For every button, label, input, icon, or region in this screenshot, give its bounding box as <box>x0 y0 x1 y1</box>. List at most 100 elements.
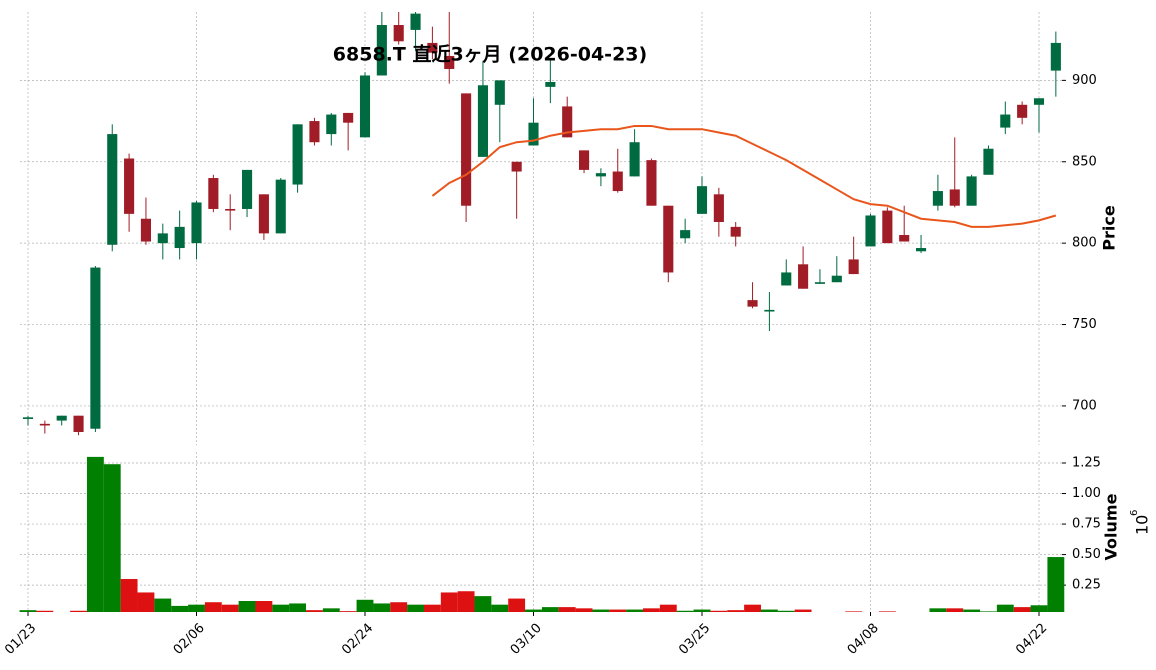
volume-bar <box>474 596 492 612</box>
volume-bar <box>777 610 795 612</box>
candle-body <box>258 194 269 234</box>
candle-body <box>275 179 286 234</box>
candle-body <box>545 81 556 87</box>
volume-bar <box>373 603 391 612</box>
y-tick-label: 900 <box>1072 73 1097 88</box>
volume-bar <box>946 608 964 612</box>
x-tick-label: 04/22 <box>1013 621 1050 658</box>
candle-body <box>562 106 573 138</box>
candle-body <box>107 134 118 245</box>
volume-bar <box>423 604 441 612</box>
candle-body <box>1000 114 1011 128</box>
candle-body <box>174 226 185 249</box>
candle-body <box>848 259 859 275</box>
candle-body <box>730 226 741 237</box>
volume-bar <box>306 610 323 612</box>
volume-bar <box>339 611 357 612</box>
volume-tick-label: 1.00 <box>1072 486 1101 501</box>
multiplier-base: 10 <box>1133 515 1152 535</box>
x-tick-label: 03/10 <box>508 621 545 658</box>
candle-body <box>899 235 910 242</box>
candle-body <box>747 300 758 307</box>
candle-body <box>140 218 152 242</box>
volume-tick-label: 1.25 <box>1072 455 1101 470</box>
chart-title: 6858.T 直近3ヶ月 (2026-04-23) <box>333 43 647 66</box>
y-axis-label: Price <box>1100 205 1119 251</box>
candle-body <box>696 186 708 214</box>
volume-bar <box>659 604 677 612</box>
candle-body <box>157 233 168 244</box>
volume-bar <box>221 604 239 612</box>
candle-body <box>865 215 876 247</box>
volume-bar <box>171 605 189 612</box>
candle-body <box>343 112 354 123</box>
y-tick-label: 800 <box>1072 236 1097 251</box>
volume-bar <box>558 607 576 612</box>
volume-bar <box>137 592 155 612</box>
candle-body <box>191 202 202 244</box>
volume-bar <box>980 611 997 612</box>
volume-bar <box>592 609 610 612</box>
volume-bar <box>878 611 896 612</box>
volume-bar <box>508 598 526 612</box>
volume-bar <box>70 610 87 612</box>
candle-body <box>393 25 404 42</box>
candle-body <box>528 122 539 146</box>
candle-body <box>427 42 438 53</box>
volume-bar <box>541 607 559 612</box>
candle-body <box>73 415 84 432</box>
volume-bar <box>255 601 273 612</box>
candle-body <box>781 272 792 286</box>
candle-body <box>444 55 455 69</box>
candle-body <box>1033 98 1045 105</box>
candle-body <box>225 208 236 211</box>
volume-tick-label: 0.25 <box>1072 578 1101 593</box>
volume-bar <box>390 602 408 612</box>
candle-body <box>292 124 303 185</box>
moving-average-line <box>431 124 1057 228</box>
candle-body <box>1017 104 1028 118</box>
volume-axis-label: Volume <box>1102 493 1121 560</box>
candle-body <box>208 178 219 209</box>
candle-body <box>56 415 67 421</box>
volume-bar <box>727 610 745 612</box>
volume-bar <box>609 609 627 612</box>
candle-body <box>595 173 606 177</box>
candle-body <box>461 93 472 206</box>
candle-body <box>511 161 522 172</box>
volume-bar <box>710 610 728 612</box>
volume-bar <box>929 608 947 612</box>
candle-body <box>1050 42 1061 71</box>
candle-body <box>326 114 337 135</box>
x-tick-label: 02/24 <box>339 621 376 658</box>
volume-bar <box>457 591 475 612</box>
volume-bar <box>272 604 290 612</box>
y-tick-label: 850 <box>1072 154 1097 169</box>
volume-bar <box>188 604 205 612</box>
candle-body <box>646 160 657 206</box>
candle-body <box>882 210 893 244</box>
candle-body <box>578 150 590 170</box>
candle-body <box>612 171 623 192</box>
candle-body <box>764 309 775 312</box>
volume-bar <box>154 598 172 612</box>
volume-bar <box>1030 605 1048 612</box>
candle-body <box>949 189 960 206</box>
y-tick-label: 750 <box>1072 317 1097 332</box>
candle-body <box>359 75 371 138</box>
volume-bar <box>525 609 542 612</box>
volume-bar <box>760 609 778 612</box>
candle-body <box>932 191 943 206</box>
x-tick-label: 04/08 <box>845 621 882 658</box>
candle-body <box>241 169 253 209</box>
y-tick-label: 700 <box>1072 398 1097 413</box>
volume-tick-label: 0.75 <box>1072 517 1101 532</box>
volume-bar <box>19 610 37 612</box>
volume-bar <box>204 602 222 612</box>
candle-body <box>814 282 826 284</box>
volume-bar <box>794 609 812 612</box>
volume-bar <box>643 608 660 612</box>
candle-body <box>663 205 674 273</box>
volume-bar <box>407 604 424 612</box>
